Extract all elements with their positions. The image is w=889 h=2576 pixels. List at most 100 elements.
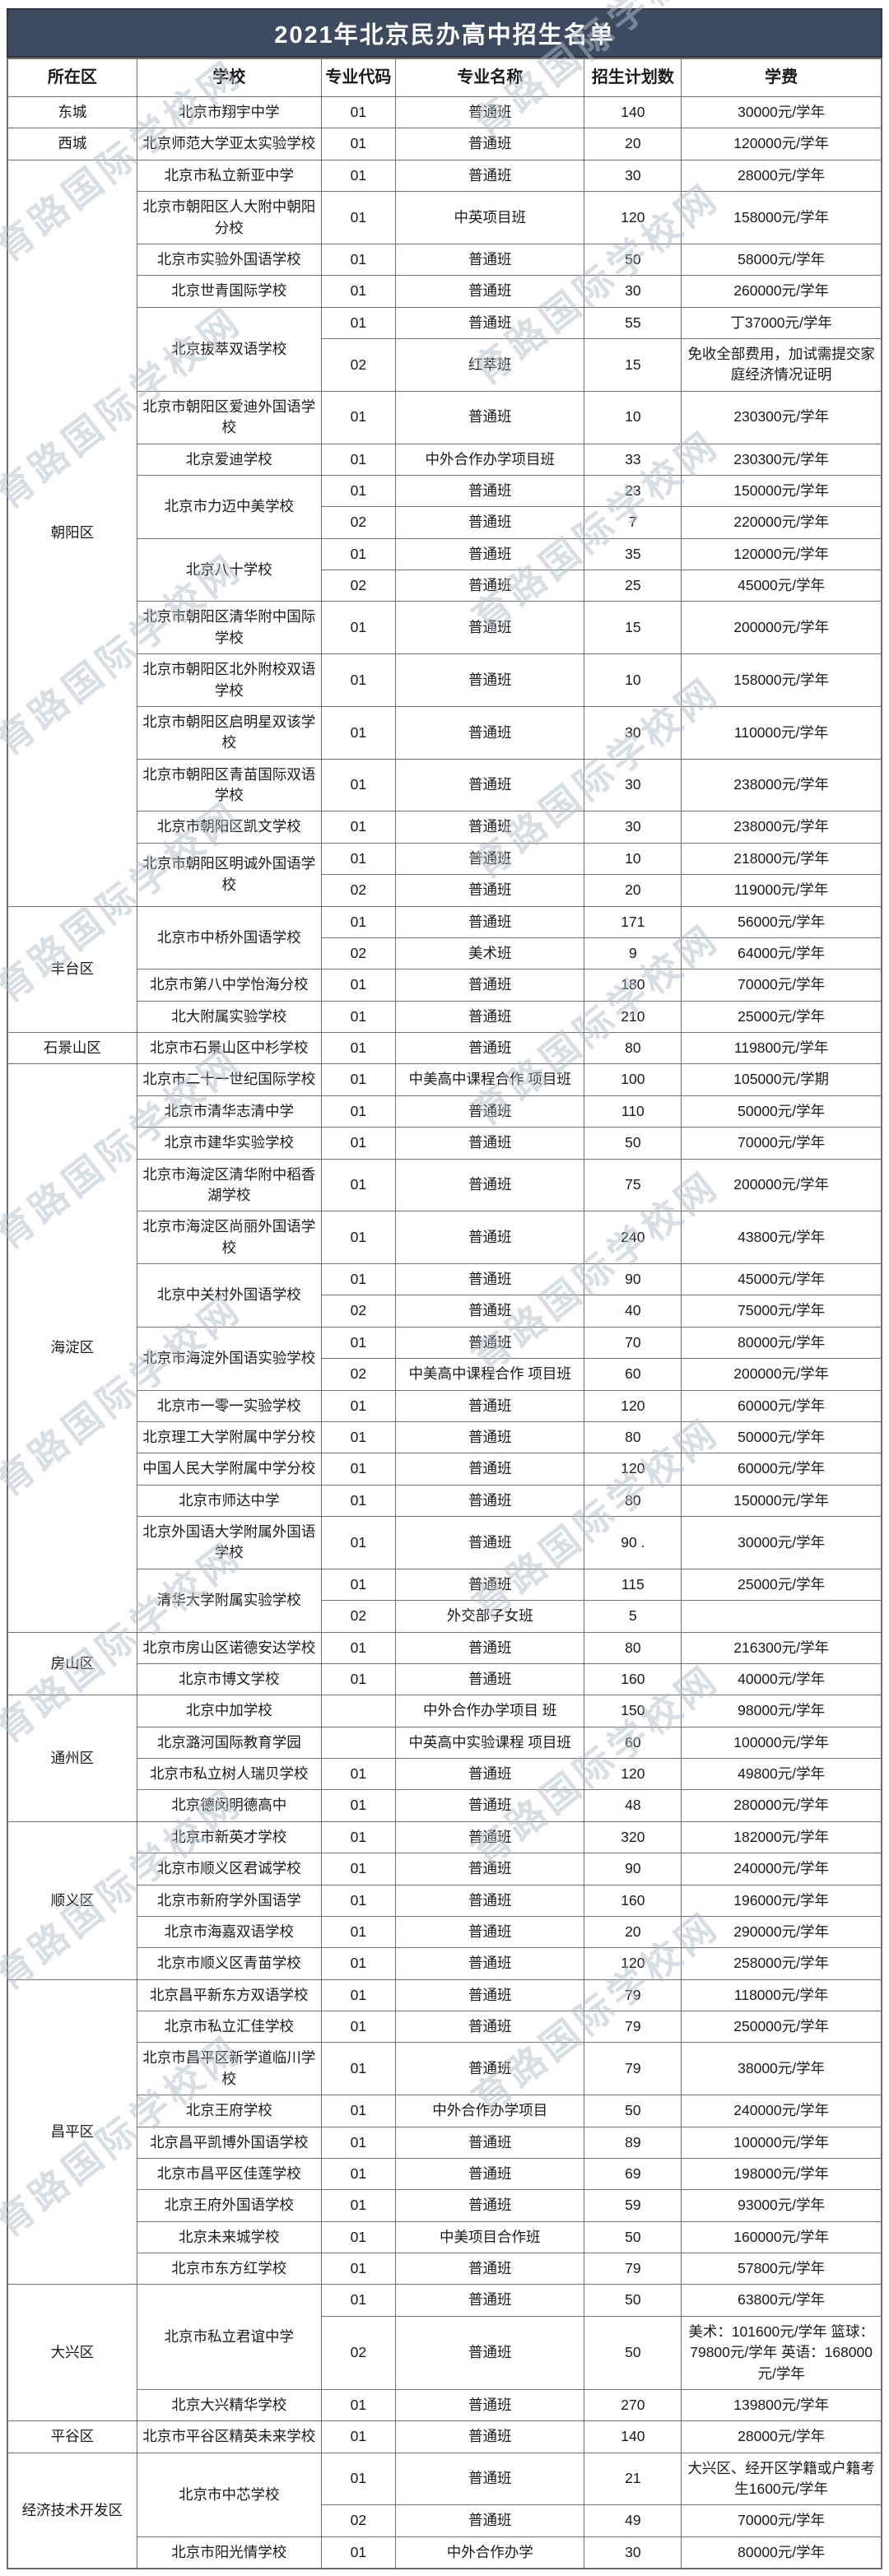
plan-cell: 9 [584,937,682,970]
table-row: 北京德闵明德高中 01 普通班 48 280000元/学年 [7,1789,882,1822]
fee-cell: 57800元/学年 [681,2252,882,2285]
school-cell: 北京师范大学亚太实验学校 [136,128,322,160]
table-row: 02 红萃班 15 免收全部费用，加试需提交家庭经济情况证明 [7,338,882,392]
plan-cell: 20 [584,128,682,160]
school-cell: 北京爱迪学校 [136,443,322,476]
major-name-cell: 普通班 [395,1884,585,1917]
table-row: 北京市师达中学 01 普通班 80 150000元/学年 [7,1484,882,1518]
plan-cell: 60 [584,1358,682,1391]
plan-cell: 210 [584,1000,682,1034]
major-name-cell: 普通班 [395,1095,585,1128]
major-name-cell: 红萃班 [395,338,585,392]
fee-cell: 64000元/学年 [681,937,882,970]
major-name-cell: 普通班 [395,2042,585,2096]
plan-cell: 50 [584,2095,682,2127]
fee-cell: 200000元/学年 [681,601,882,655]
major-name-cell: 普通班 [395,905,585,938]
table-row: 02 普通班 7 220000元/学年 [7,506,882,539]
fee-cell: 150000元/学年 [681,474,882,508]
fee-cell: 240000元/学年 [681,1853,882,1886]
table-row: 房山区 北京市房山区诺德安达学校 01 普通班 80 216300元/学年 [7,1631,882,1696]
major-code-cell: 01 [320,1127,397,1160]
major-code-cell: 02 [320,937,397,970]
school-cell: 北京市清华志清中学 [136,1095,322,1128]
major-name-cell: 普通班 [395,705,585,760]
major-name-cell: 普通班 [395,2284,585,2317]
plan-cell: 90 [584,1853,682,1886]
fee-cell: 120000元/学年 [681,128,882,160]
plan-cell: 60 [584,1726,682,1760]
plan-cell: 50 [584,243,682,277]
fee-cell: 60000元/学年 [681,1389,882,1422]
table-row: 北京昌平凯博外国语学校 01 普通班 89 100000元/学年 [7,2126,882,2159]
table-row: 北京市海淀区尚丽外国语学校 01 普通班 240 43800元/学年 [7,1211,882,1264]
plan-cell: 79 [584,1978,682,2012]
table-row: 丰台区 北京市中桥外国语学校 01 普通班 171 56000元/学年 [7,905,882,1033]
major-code-cell: 01 [320,1820,397,1854]
school-cell: 北京市私立君谊中学 [136,2284,322,2390]
school-cell: 北京市第八中学怡海分校 [136,969,322,1002]
table-row: 北京市实验外国语学校 01 普通班 50 58000元/学年 [7,243,882,277]
plan-cell: 90 . [584,1516,682,1569]
table-row: 西城 北京师范大学亚太实验学校 01 普通班 20 120000元/学年 [7,128,882,160]
plan-cell: 160 [584,1884,682,1917]
page-title: 2021年北京民办高中招生名单 [7,8,882,58]
major-name-cell: 普通班 [395,1389,585,1422]
major-code-cell: 01 [320,1978,397,2012]
school-cell: 北京外国语大学附属外国语学校 [136,1516,322,1569]
district-cell: 东城 [7,95,137,129]
major-name-cell: 普通班 [395,1568,585,1602]
major-code-cell: 01 [320,601,397,655]
fee-cell: 120000元/学年 [681,537,882,571]
major-code-cell: 02 [320,1295,397,1328]
fee-cell: 110000元/学年 [681,705,882,760]
major-code-cell: 01 [320,443,397,476]
table-row: 中国人民大学附属中学分校 01 普通班 120 60000元/学年 [7,1453,882,1486]
major-code-cell: 01 [320,159,397,193]
fee-cell: 免收全部费用，加试需提交家庭经济情况证明 [681,338,882,392]
major-name-cell: 普通班 [395,1031,585,1065]
school-cell: 北京市朝阳区明诚外国语学校 [136,842,322,907]
plan-cell: 120 [584,1757,682,1791]
major-code-cell: 01 [320,1631,397,1664]
table-row: 北京市朝阳区清华附中国际学校 01 普通班 15 200000元/学年 [7,601,882,655]
major-name-cell: 中外合作办学项目班 [395,443,585,476]
major-code-cell: 02 [320,2315,397,2390]
fee-cell: 80000元/学年 [681,1326,882,1360]
major-name-cell: 普通班 [395,1000,585,1034]
major-name-cell: 中外合作办学项目 [395,2095,585,2127]
school-cell: 北京市实验外国语学校 [136,243,322,277]
major-code-cell: 01 [320,1031,397,1065]
fee-cell: 60000元/学年 [681,1453,882,1486]
district-cell: 昌平区 [7,1978,137,2285]
plan-cell: 140 [584,2420,682,2453]
fee-cell: 139800元/学年 [681,2388,882,2422]
fee-cell: 30000元/学年 [681,95,882,129]
table-row: 北京市海嘉双语学校 01 普通班 20 290000元/学年 [7,1915,882,1949]
table-row: 北京大兴精华学校 01 普通班 270 139800元/学年 [7,2388,882,2422]
major-code-cell: 01 [320,1915,397,1949]
fee-cell: 200000元/学年 [681,1158,882,1212]
fee-cell: 182000元/学年 [681,1820,882,1854]
fee-cell: 118000元/学年 [681,1978,882,2012]
school-cell: 北京市石景山区中杉学校 [136,1031,322,1065]
major-name-cell: 普通班 [395,1295,585,1328]
school-cell: 北京拔萃双语学校 [136,306,322,392]
plan-cell: 15 [584,338,682,392]
fee-cell: 30000元/学年 [681,1516,882,1569]
plan-cell: 140 [584,95,682,129]
plan-cell: 40 [584,1295,682,1328]
district-cell: 石景山区 [7,1031,137,1065]
table-row: 北京中关村外国语学校 01 普通班 90 45000元/学年 [7,1262,882,1328]
fee-cell: 40000元/学年 [681,1662,882,1696]
major-name-cell: 普通班 [395,2504,585,2537]
table-row: 北京市朝阳区凯文学校 01 普通班 30 238000元/学年 [7,811,882,844]
plan-cell: 270 [584,2388,682,2422]
table-row: 北京市力迈中美学校 01 普通班 23 150000元/学年 [7,474,882,539]
district-cell: 房山区 [7,1631,137,1696]
school-cell: 北京市海淀外国语实验学校 [136,1326,322,1391]
major-code-cell: 01 [320,2095,397,2127]
school-cell: 中国人民大学附属中学分校 [136,1453,322,1486]
column-header-school: 学校 [136,58,322,97]
